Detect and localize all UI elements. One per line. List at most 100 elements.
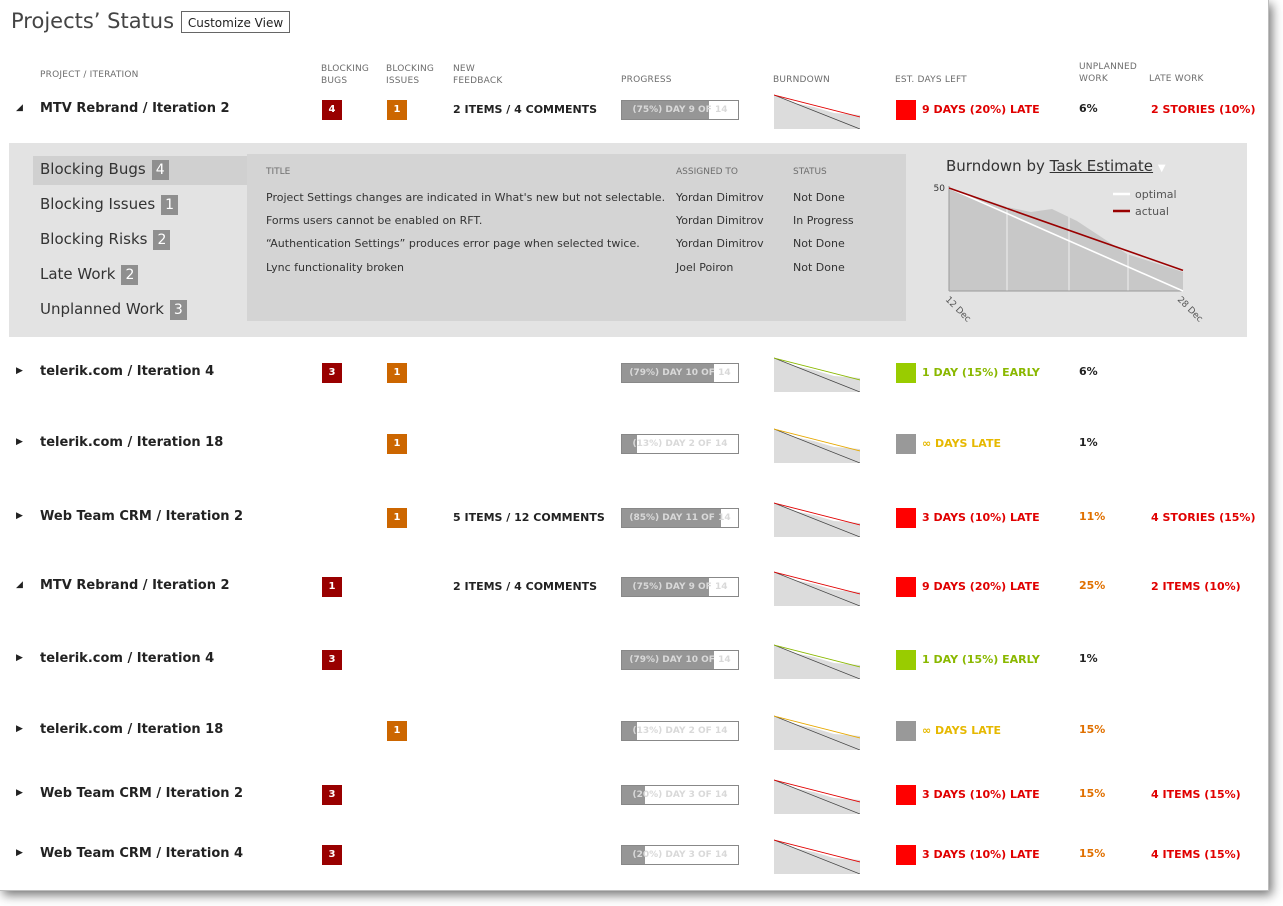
- mini-burndown-chart: [774, 644, 860, 679]
- expand-caret-icon[interactable]: ▶: [16, 653, 23, 663]
- late-work-link[interactable]: 2 STORIES (10%): [1151, 103, 1256, 116]
- status-value: In Progress: [793, 214, 854, 227]
- expand-caret-icon[interactable]: ▶: [16, 511, 23, 521]
- est-days-left-value: 1 DAY (15%) EARLY: [922, 366, 1040, 379]
- unplanned-work-value: 15%: [1079, 847, 1106, 860]
- category-item[interactable]: Blocking Issues 1: [40, 195, 179, 215]
- category-item[interactable]: Blocking Bugs 4: [40, 160, 169, 180]
- project-name-link[interactable]: telerik.com / Iteration 4: [40, 651, 215, 666]
- project-name-link[interactable]: Web Team CRM / Iteration 2: [40, 509, 244, 524]
- customize-view-button[interactable]: Customize View: [181, 11, 290, 33]
- progress-fill: [622, 509, 721, 527]
- mini-burndown-chart: [774, 715, 860, 750]
- unplanned-work-value: 15%: [1079, 723, 1106, 736]
- mini-burndown-optimal: [774, 428, 860, 463]
- project-name-link[interactable]: telerik.com / Iteration 4: [40, 364, 215, 379]
- collapse-caret-icon[interactable]: ◢: [16, 103, 23, 113]
- late-work-link[interactable]: 2 ITEMS (10%): [1151, 580, 1241, 593]
- expand-caret-icon[interactable]: ▶: [16, 437, 23, 447]
- unplanned-work-value: 1%: [1079, 652, 1098, 665]
- blocking-bugs-badge[interactable]: 4: [322, 100, 342, 120]
- progress-bar: (13%) DAY 2 OF 14: [621, 434, 739, 454]
- chart-title: Burndown by Task Estimate ▼: [946, 157, 1166, 175]
- chevron-down-icon[interactable]: ▼: [1157, 163, 1166, 174]
- late-work-link[interactable]: 4 STORIES (15%): [1151, 511, 1256, 524]
- page-title: Projects’ Status: [11, 9, 175, 33]
- burndown-chart: Burndown by Task Estimate ▼ 50 12 Dec 28 D…: [927, 151, 1227, 331]
- blocking-bugs-badge[interactable]: 3: [322, 650, 342, 670]
- header-new-feedback: NEW FEEDBACK: [453, 63, 502, 87]
- late-work-link[interactable]: 4 ITEMS (15%): [1151, 788, 1241, 801]
- bug-title-link[interactable]: Lync functionality broken: [266, 261, 404, 274]
- progress-fill: [622, 651, 714, 669]
- assigned-to-value: Yordan Dimitrov: [676, 237, 764, 250]
- late-work-link[interactable]: 4 ITEMS (15%): [1151, 848, 1241, 861]
- category-label: Unplanned Work: [40, 300, 164, 318]
- progress-label: (20%) DAY 3 OF 14: [632, 850, 728, 860]
- blocking-bugs-badge[interactable]: 3: [322, 785, 342, 805]
- new-feedback-link[interactable]: 2 ITEMS / 4 COMMENTS: [453, 580, 598, 593]
- expand-caret-icon[interactable]: ▶: [16, 788, 23, 798]
- column-assigned-to: ASSIGNED TO: [676, 167, 739, 177]
- blocking-bugs-badge[interactable]: 3: [322, 845, 342, 865]
- table-row: ▶ Web Team CRM / Iteration 2 1 5 ITEMS / 12…: [9, 498, 1255, 538]
- unplanned-work-value: 6%: [1079, 102, 1098, 115]
- bug-title-link[interactable]: “Authentication Settings” produces error…: [266, 237, 640, 250]
- project-name-link[interactable]: Web Team CRM / Iteration 2: [40, 786, 244, 801]
- blocking-issues-badge[interactable]: 1: [387, 508, 407, 528]
- bug-title-link[interactable]: Project Settings changes are indicated i…: [266, 191, 666, 204]
- project-name-link[interactable]: MTV Rebrand / Iteration 2: [40, 101, 230, 116]
- blocking-issues-badge[interactable]: 1: [387, 721, 407, 741]
- category-item[interactable]: Blocking Risks 2: [40, 230, 171, 250]
- collapse-caret-icon[interactable]: ◢: [16, 580, 23, 590]
- category-item[interactable]: Unplanned Work 3: [40, 300, 187, 320]
- est-days-left-value: 9 DAYS (20%) LATE: [922, 580, 1040, 593]
- mini-burndown-chart: [774, 94, 860, 129]
- table-row: ▶ telerik.com / Iteration 4 3 (79%) DAY 10 …: [9, 640, 1247, 680]
- mini-burndown-optimal: [774, 839, 860, 874]
- est-days-left-value: 1 DAY (15%) EARLY: [922, 653, 1040, 666]
- project-name-link[interactable]: MTV Rebrand / Iteration 2: [40, 578, 230, 593]
- unplanned-work-value: 11%: [1079, 510, 1106, 523]
- unplanned-work-value: 6%: [1079, 365, 1098, 378]
- category-count-badge: 2: [121, 265, 139, 285]
- project-name-link[interactable]: telerik.com / Iteration 18: [40, 722, 224, 737]
- assigned-to-value: Yordan Dimitrov: [676, 214, 764, 227]
- blocking-bugs-badge[interactable]: 1: [322, 577, 342, 597]
- mini-burndown-actual: [774, 94, 860, 118]
- table-row: ◢ MTV Rebrand / Iteration 2 1 2 ITEMS / 4 C…: [9, 567, 1247, 607]
- header-progress: PROGRESS: [621, 75, 672, 85]
- blocking-issues-badge[interactable]: 1: [387, 100, 407, 120]
- new-feedback-link[interactable]: 5 ITEMS / 12 COMMENTS: [453, 511, 605, 524]
- status-indicator: [896, 363, 916, 383]
- blocking-issues-badge[interactable]: 1: [387, 363, 407, 383]
- header-new-feedback-line1: NEW: [453, 64, 475, 74]
- blocking-issues-badge[interactable]: 1: [387, 434, 407, 454]
- new-feedback-link[interactable]: 2 ITEMS / 4 COMMENTS: [453, 103, 598, 116]
- expand-caret-icon[interactable]: ▶: [16, 724, 23, 734]
- blocking-bugs-badge[interactable]: 3: [322, 363, 342, 383]
- category-label: Blocking Bugs: [40, 160, 146, 178]
- expand-caret-icon[interactable]: ▶: [16, 366, 23, 376]
- status-indicator: [896, 434, 916, 454]
- chart-title-prefix: Burndown by: [946, 157, 1045, 175]
- category-item[interactable]: Late Work 2: [40, 265, 139, 285]
- est-days-left-value: 3 DAYS (10%) LATE: [922, 788, 1040, 801]
- x-tick-label: 12 Dec: [943, 295, 973, 325]
- category-count-badge: 3: [169, 300, 187, 320]
- expand-caret-icon[interactable]: ▶: [16, 848, 23, 858]
- header-blocking-issues-line1: BLOCKING: [386, 64, 435, 74]
- status-indicator: [896, 508, 916, 528]
- mini-burndown-optimal: [774, 94, 860, 129]
- chart-metric-dropdown[interactable]: Task Estimate: [1049, 157, 1154, 175]
- bug-title-link[interactable]: Forms users cannot be enabled on RFT.: [266, 214, 483, 227]
- project-name-link[interactable]: telerik.com / Iteration 18: [40, 435, 224, 450]
- assigned-to-value: Yordan Dimitrov: [676, 191, 764, 204]
- legend-label-actual: actual: [1135, 205, 1169, 218]
- project-name-link[interactable]: Web Team CRM / Iteration 4: [40, 846, 244, 861]
- header-unplanned-work: UNPLANNED WORK: [1079, 61, 1137, 85]
- status-indicator: [896, 100, 916, 120]
- mini-burndown-actual: [774, 428, 860, 452]
- status-indicator: [896, 577, 916, 597]
- mini-burndown-chart: [774, 428, 860, 463]
